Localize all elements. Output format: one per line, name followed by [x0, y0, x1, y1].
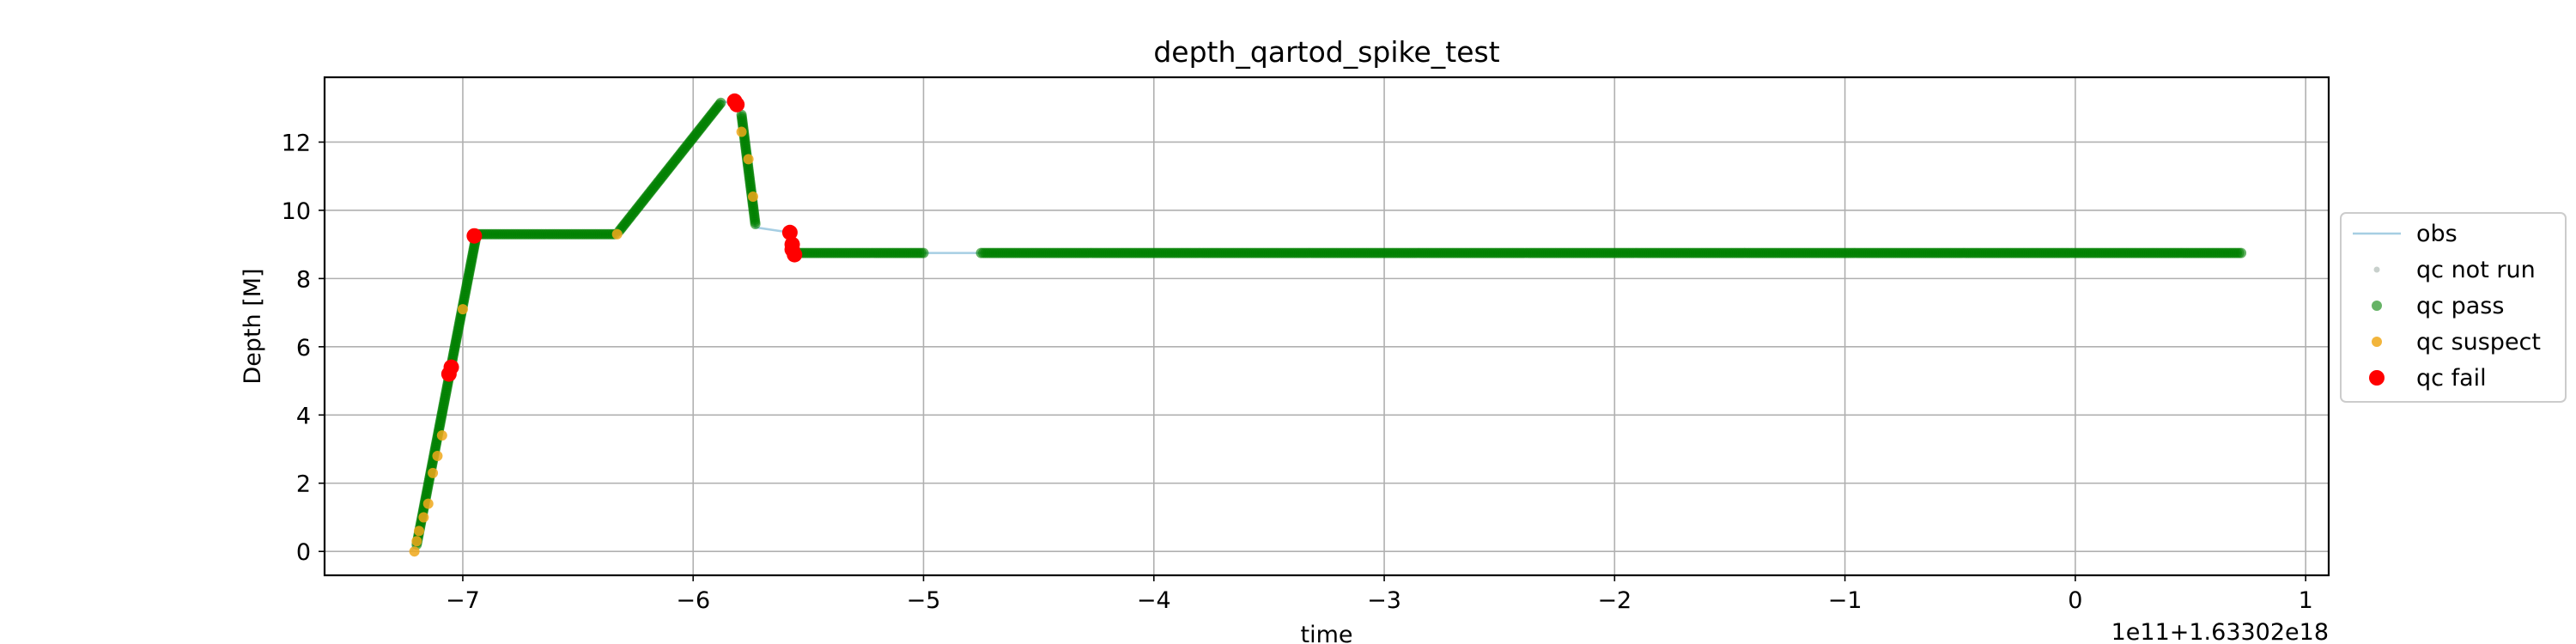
qc-suspect-point	[411, 536, 422, 547]
qc-suspect-point	[736, 126, 747, 137]
x-tick-label: −6	[676, 587, 710, 614]
qc-pass-point	[750, 218, 761, 229]
legend-entry-qc-suspect: qc suspect	[2372, 329, 2541, 355]
qc-pass-point	[918, 247, 929, 258]
y-tick-label: 0	[296, 539, 311, 566]
qc-pass-point	[715, 97, 726, 108]
x-tick-label: −4	[1137, 587, 1171, 614]
qc-fail-point	[787, 246, 803, 263]
legend-label: qc pass	[2416, 293, 2504, 319]
qc-suspect-point	[457, 304, 468, 315]
qc-suspect-point	[409, 546, 420, 557]
chart-title: depth_qartod_spike_test	[1153, 35, 1499, 69]
qc-suspect-point	[432, 450, 443, 461]
legend-label: qc not run	[2416, 257, 2536, 283]
legend-dot-marker	[2373, 266, 2380, 273]
y-tick-label: 8	[296, 266, 311, 293]
legend-box	[2340, 212, 2567, 403]
qc-suspect-point	[611, 228, 623, 240]
legend-entry-qc-not-run: qc not run	[2373, 257, 2536, 283]
x-tick-label: 1	[2299, 587, 2313, 614]
x-axis-offset-label: 1e11+1.63302e18	[2111, 619, 2329, 644]
qc-suspect-point	[436, 430, 447, 441]
legend-label: qc fail	[2416, 365, 2487, 392]
qc-suspect-point	[428, 467, 439, 478]
legend-entry-qc-pass: qc pass	[2372, 293, 2504, 319]
x-tick-label: −1	[1828, 587, 1862, 614]
x-tick-label: −7	[446, 587, 480, 614]
qc-fail-point	[729, 96, 745, 112]
qc-suspect-point	[418, 512, 429, 523]
x-tick-label: 0	[2068, 587, 2082, 614]
y-tick-label: 4	[296, 403, 311, 429]
qc-fail-point	[466, 228, 483, 244]
qc-suspect-point	[422, 498, 434, 509]
x-tick-label: −3	[1367, 587, 1401, 614]
plot-frame	[323, 76, 2330, 577]
qc-suspect-point	[413, 526, 424, 537]
y-tick-label: 6	[296, 335, 311, 361]
x-axis-title: time	[1300, 622, 1352, 644]
legend-label: qc suspect	[2416, 329, 2541, 355]
x-tick-label: −5	[907, 587, 941, 614]
y-tick-label: 12	[282, 130, 311, 156]
legend-dot-marker	[2372, 337, 2382, 347]
x-tick-label: −2	[1597, 587, 1631, 614]
legend-label: obs	[2416, 221, 2458, 247]
legend-items: obs qc not run qc pass qc suspect qc fail	[2353, 221, 2541, 392]
y-tick-label: 2	[296, 471, 311, 498]
legend-entry-obs: obs	[2353, 221, 2458, 247]
y-axis-title: Depth [M]	[240, 268, 266, 384]
legend-dot-marker	[2372, 301, 2382, 311]
qc-suspect-point	[743, 154, 754, 165]
legend-entry-qc-fail: qc fail	[2369, 365, 2487, 392]
qc-fail-point	[443, 359, 459, 375]
plot-series	[409, 93, 2247, 557]
qc-pass-point	[2236, 247, 2247, 258]
grid	[325, 77, 2329, 575]
legend-dot-marker	[2369, 370, 2385, 386]
qc-suspect-point	[747, 191, 758, 203]
y-tick-label: 10	[282, 198, 311, 225]
qc-fail-point	[781, 224, 798, 240]
legend: obs qc not run qc pass qc suspect qc fail	[2340, 212, 2567, 403]
